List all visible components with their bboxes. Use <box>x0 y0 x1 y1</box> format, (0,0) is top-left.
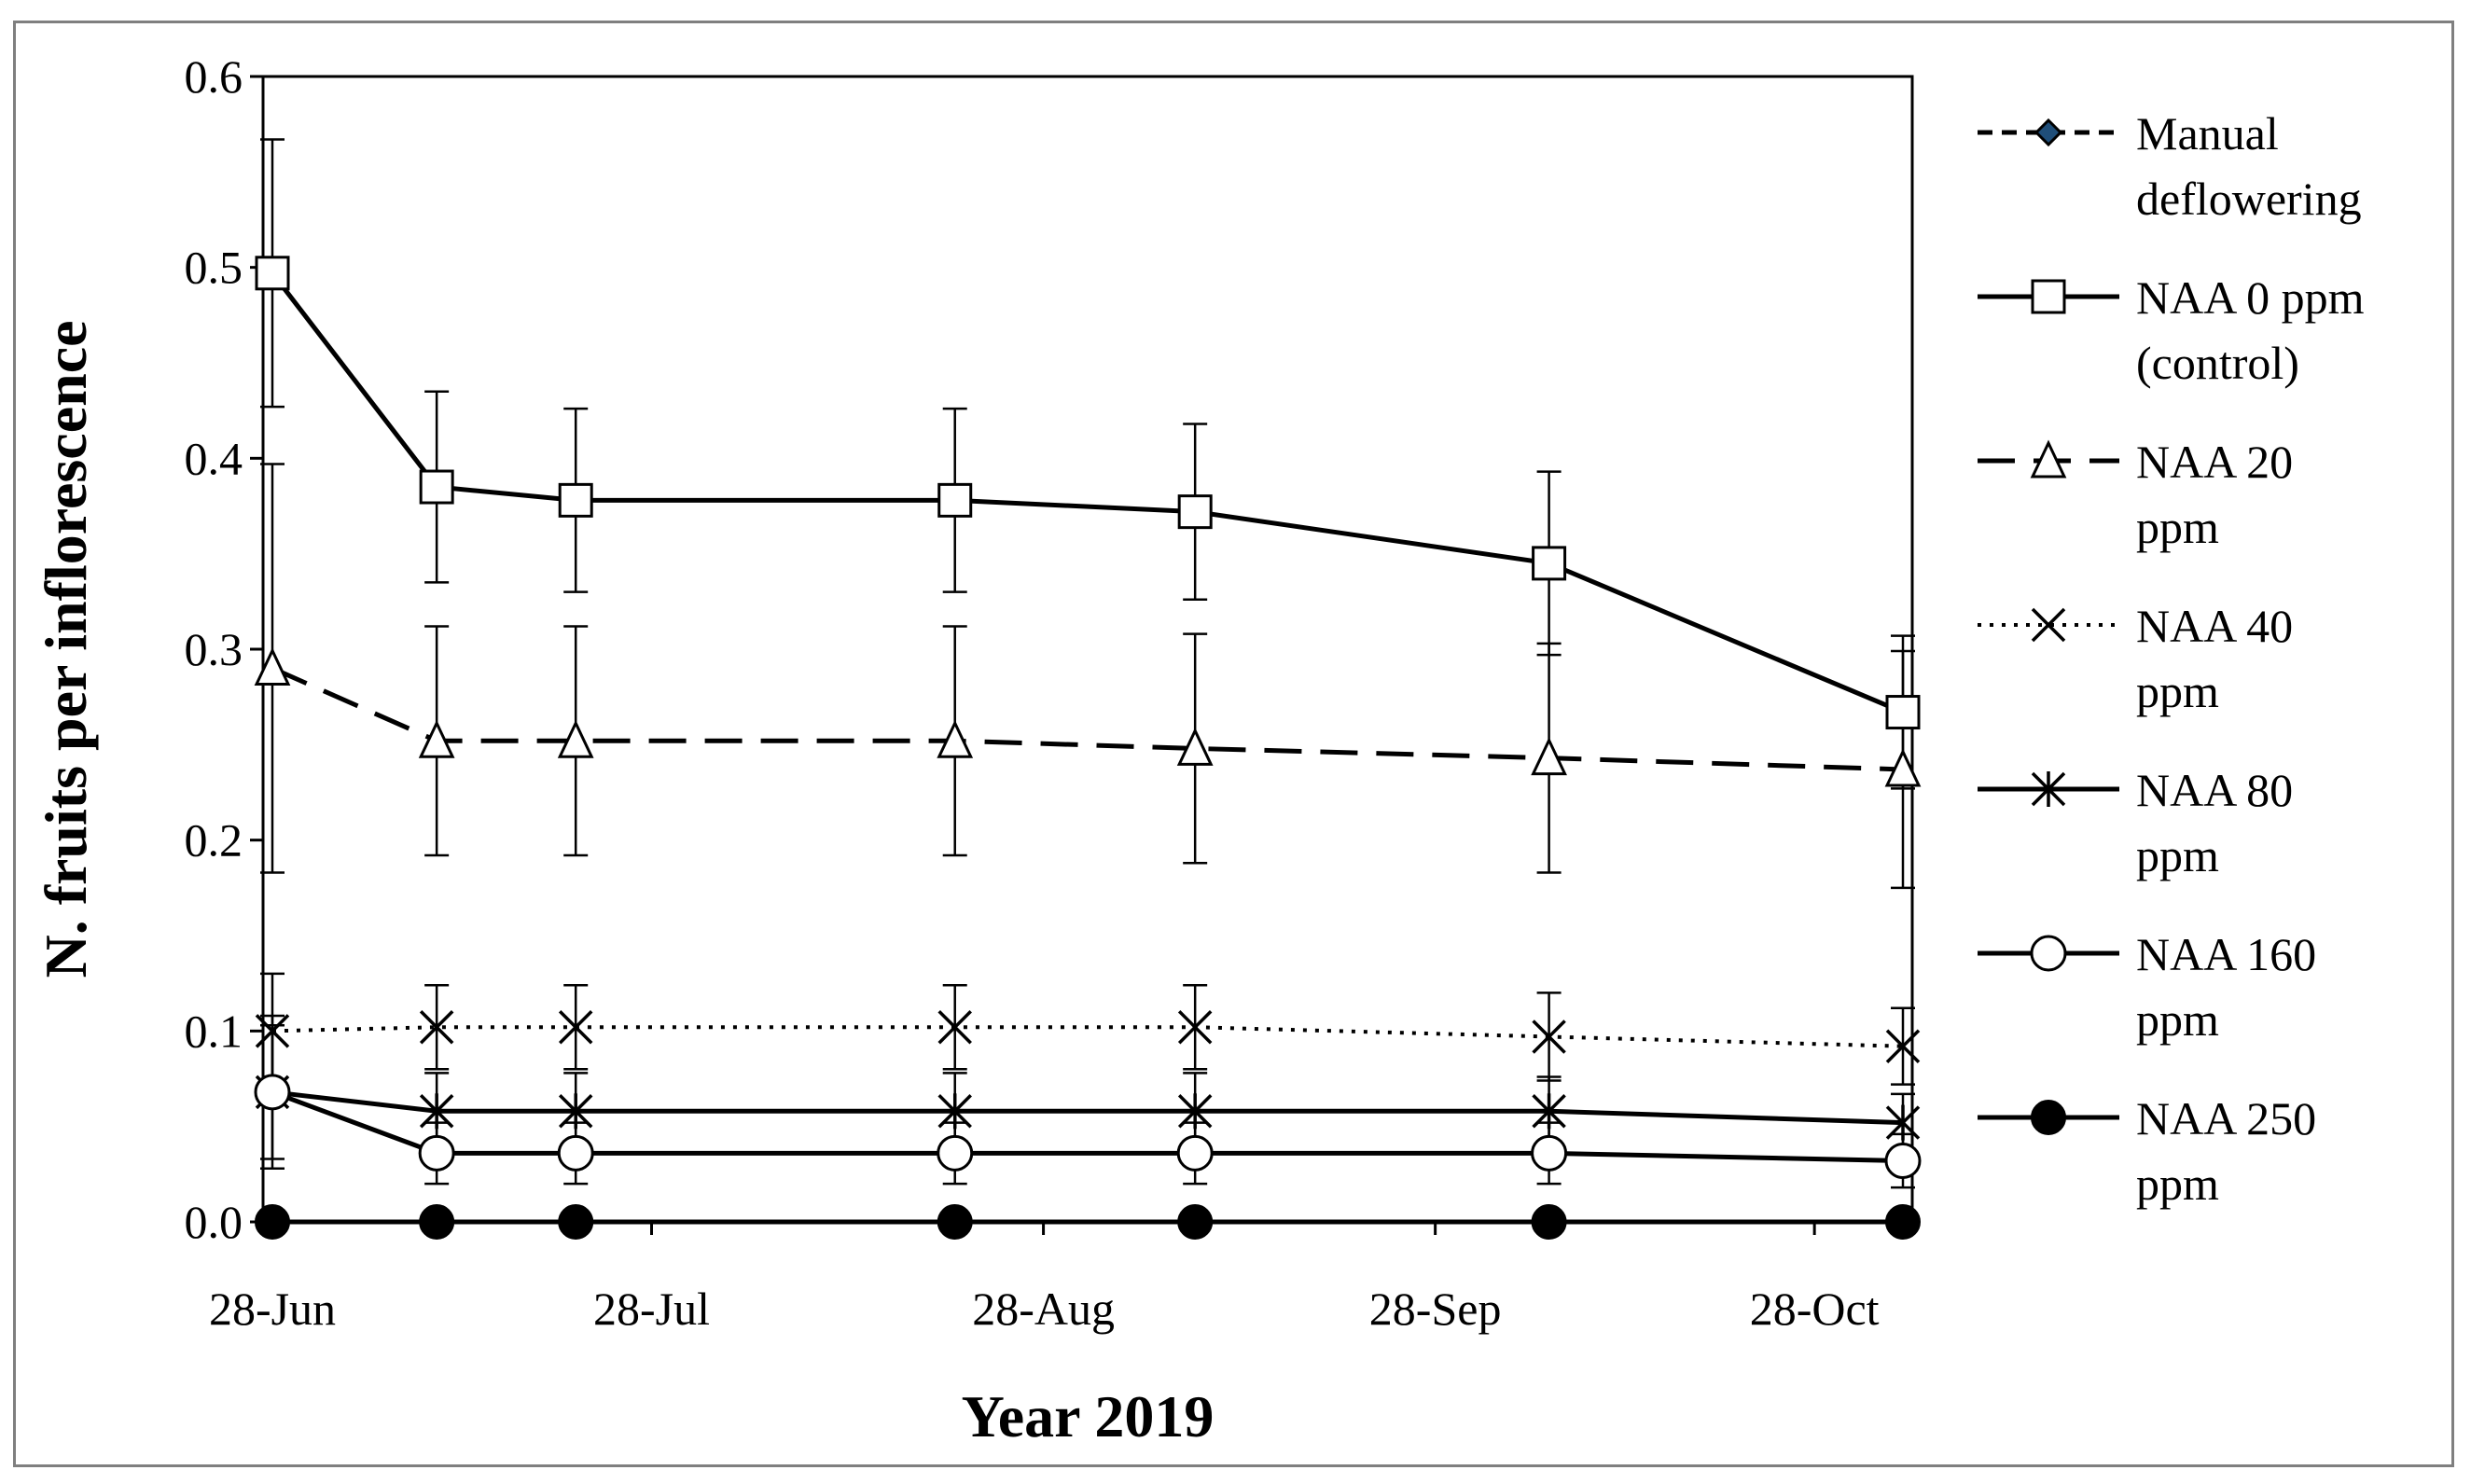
x-axis-title: Year 2019 <box>962 1383 1215 1449</box>
data-point <box>1885 1029 1921 1063</box>
series-line <box>271 271 1904 714</box>
data-point <box>255 1014 290 1048</box>
data-point <box>254 646 291 686</box>
legend-item: NAA 0 ppm (control) <box>1978 271 2365 389</box>
legend-label: NAA 250 ppm <box>2136 1092 2316 1210</box>
data-point <box>1177 1093 1213 1130</box>
data-point <box>418 1134 455 1172</box>
legend-item: NAA 80 ppm <box>1978 764 2293 881</box>
y-tick-label: 0.3 <box>185 623 243 675</box>
data-point <box>1176 727 1214 766</box>
data-point <box>1177 1204 1214 1240</box>
y-tick-label: 0.0 <box>185 1196 243 1248</box>
data-point <box>255 1204 290 1240</box>
x-tick-label: 28-Jul <box>593 1283 710 1335</box>
legend-marker <box>2030 935 2067 972</box>
series-line <box>271 1089 1904 1126</box>
data-point <box>1532 1019 1566 1054</box>
x-tick-label: 28-Jun <box>209 1283 336 1335</box>
plot-border <box>261 75 1914 1224</box>
data-point <box>937 1010 972 1045</box>
data-point <box>419 1093 454 1130</box>
x-tick-label: 28-Aug <box>972 1283 1115 1335</box>
legend-marker <box>2031 1100 2066 1135</box>
series-line <box>271 1089 1904 1164</box>
plot-area <box>261 75 1914 1224</box>
legend: Manual deflowering NAA 0 ppm (control) NAA 2… <box>1978 107 2365 1210</box>
data-point <box>254 1074 291 1111</box>
legend-item: NAA 160 ppm <box>1978 928 2316 1046</box>
x-tick-label: 28-Sep <box>1369 1283 1502 1335</box>
x-tick-label: 28-Oct <box>1750 1283 1880 1335</box>
data-point <box>557 719 594 758</box>
data-point <box>1531 737 1567 776</box>
data-point <box>937 482 973 518</box>
series-lines <box>271 271 1904 1225</box>
legend-label: NAA 160 ppm <box>2136 928 2316 1046</box>
data-point <box>557 1134 594 1172</box>
series-markers <box>254 256 1922 1240</box>
legend-label: NAA 40 ppm <box>2136 600 2293 717</box>
legend-item: NAA 250 ppm <box>1978 1092 2316 1210</box>
data-point <box>1884 1143 1922 1180</box>
legend-marker <box>2031 771 2066 807</box>
y-tick-label: 0.5 <box>185 242 243 294</box>
series-line <box>271 1025 1904 1048</box>
legend-marker <box>2034 118 2063 147</box>
y-axis-title: N. fruits per inflorescence <box>33 320 99 978</box>
series-line <box>271 666 1904 772</box>
legend-label: NAA 0 ppm (control) <box>2136 271 2365 389</box>
data-point <box>937 1093 972 1130</box>
data-point <box>1176 1134 1214 1172</box>
y-tick-label: 0.2 <box>185 814 243 867</box>
legend-label: NAA 20 ppm <box>2136 436 2293 553</box>
y-tick-label: 0.6 <box>185 50 243 103</box>
x-axis: 28-Jun 28-Jul 28-Aug 28-Sep 28-Oct <box>209 1222 1880 1335</box>
legend-marker <box>2030 439 2067 478</box>
data-point <box>1531 1204 1567 1240</box>
data-point <box>255 256 290 291</box>
data-point <box>419 469 454 505</box>
error-bars <box>260 138 1915 1189</box>
data-point <box>1532 1093 1566 1130</box>
legend-label: Manual deflowering <box>2136 107 2362 225</box>
data-point <box>937 1134 974 1172</box>
data-point <box>937 1204 973 1240</box>
data-point <box>558 1010 593 1045</box>
data-point <box>558 1204 594 1240</box>
data-point <box>1885 695 1921 730</box>
y-axis: 0.0 0.1 0.2 0.3 0.4 0.5 0.6 <box>185 50 263 1248</box>
data-point <box>1885 1204 1921 1240</box>
data-point <box>1532 546 1567 581</box>
data-point <box>937 719 974 758</box>
data-point <box>558 482 593 518</box>
data-point <box>558 1093 593 1130</box>
legend-item: Manual deflowering <box>1978 107 2362 225</box>
y-tick-label: 0.4 <box>185 432 243 484</box>
data-point <box>418 719 455 758</box>
legend-item: NAA 20 ppm <box>1978 436 2293 553</box>
chart-frame <box>13 21 2454 1467</box>
data-point <box>419 1204 455 1240</box>
y-tick-label: 0.1 <box>185 1005 243 1057</box>
legend-item: NAA 40 ppm <box>1978 600 2293 717</box>
data-point <box>1531 1134 1568 1172</box>
data-point <box>1177 1010 1213 1045</box>
data-point <box>1884 748 1922 787</box>
data-point <box>419 1010 454 1045</box>
data-point <box>1177 494 1213 530</box>
legend-marker <box>2031 279 2066 314</box>
data-point <box>1885 1104 1921 1141</box>
legend-marker <box>2031 607 2066 643</box>
legend-label: NAA 80 ppm <box>2136 764 2293 881</box>
